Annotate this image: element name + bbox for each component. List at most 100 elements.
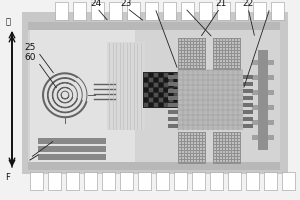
- Bar: [169, 98, 173, 102]
- Bar: [185, 136, 187, 138]
- Bar: [185, 151, 187, 152]
- Bar: [169, 103, 173, 107]
- Bar: [214, 66, 215, 68]
- Bar: [30, 172, 43, 190]
- Bar: [127, 2, 140, 20]
- Bar: [229, 51, 230, 52]
- Text: 60: 60: [24, 53, 35, 62]
- Bar: [229, 60, 230, 62]
- Bar: [214, 148, 215, 150]
- Bar: [214, 154, 215, 156]
- Bar: [200, 54, 202, 55]
- Bar: [223, 136, 224, 138]
- Bar: [232, 151, 233, 152]
- Bar: [188, 54, 190, 55]
- Bar: [268, 90, 274, 95]
- Bar: [194, 157, 196, 158]
- Bar: [229, 133, 230, 134]
- Bar: [188, 51, 190, 52]
- Bar: [238, 139, 239, 140]
- Bar: [217, 139, 218, 140]
- Bar: [179, 160, 181, 162]
- Bar: [154, 98, 158, 102]
- Bar: [107, 42, 145, 130]
- Bar: [217, 148, 218, 150]
- Bar: [203, 63, 205, 64]
- Bar: [235, 142, 236, 144]
- Bar: [252, 90, 258, 95]
- Bar: [185, 45, 187, 46]
- Bar: [220, 157, 221, 158]
- Bar: [252, 105, 258, 110]
- Bar: [194, 60, 196, 62]
- Bar: [214, 151, 215, 152]
- Bar: [178, 38, 206, 70]
- Bar: [220, 45, 221, 46]
- Bar: [217, 51, 218, 52]
- Bar: [179, 60, 181, 62]
- Bar: [169, 93, 173, 97]
- Bar: [144, 83, 148, 87]
- Bar: [264, 172, 277, 190]
- Bar: [203, 39, 205, 40]
- Bar: [235, 136, 236, 138]
- Bar: [226, 133, 227, 134]
- Bar: [185, 42, 187, 44]
- Bar: [194, 57, 196, 58]
- Bar: [164, 88, 168, 92]
- Bar: [174, 88, 178, 92]
- Bar: [185, 60, 187, 62]
- Bar: [271, 2, 284, 20]
- Bar: [144, 103, 148, 107]
- Bar: [203, 145, 205, 146]
- Bar: [200, 148, 202, 150]
- Bar: [168, 82, 178, 86]
- Bar: [232, 51, 233, 52]
- Bar: [191, 136, 193, 138]
- Bar: [197, 45, 199, 46]
- Bar: [179, 66, 181, 68]
- Bar: [144, 73, 148, 77]
- Bar: [214, 139, 215, 140]
- Bar: [223, 157, 224, 158]
- Bar: [185, 39, 187, 40]
- Bar: [217, 2, 230, 20]
- Bar: [229, 48, 230, 49]
- Bar: [182, 60, 184, 62]
- Bar: [84, 172, 97, 190]
- Bar: [191, 57, 193, 58]
- Bar: [232, 60, 233, 62]
- Bar: [200, 133, 202, 134]
- Bar: [217, 157, 218, 158]
- Bar: [232, 42, 233, 44]
- Bar: [168, 89, 178, 93]
- Bar: [200, 39, 202, 40]
- Bar: [159, 88, 163, 92]
- Bar: [220, 148, 221, 150]
- Bar: [253, 2, 266, 20]
- Bar: [217, 63, 218, 64]
- Bar: [149, 78, 153, 82]
- Bar: [30, 30, 135, 162]
- Bar: [220, 160, 221, 162]
- Bar: [120, 172, 133, 190]
- Bar: [268, 60, 274, 65]
- Bar: [179, 51, 181, 52]
- Bar: [220, 60, 221, 62]
- Bar: [182, 54, 184, 55]
- Text: F: F: [6, 173, 10, 182]
- Bar: [194, 160, 196, 162]
- Bar: [229, 54, 230, 55]
- Bar: [185, 157, 187, 158]
- Bar: [194, 63, 196, 64]
- Bar: [192, 172, 205, 190]
- Bar: [243, 96, 253, 100]
- Bar: [220, 51, 221, 52]
- Bar: [197, 51, 199, 52]
- Bar: [149, 88, 153, 92]
- Bar: [226, 145, 227, 146]
- Bar: [223, 42, 224, 44]
- Bar: [252, 135, 258, 140]
- Bar: [258, 50, 268, 150]
- Bar: [226, 54, 227, 55]
